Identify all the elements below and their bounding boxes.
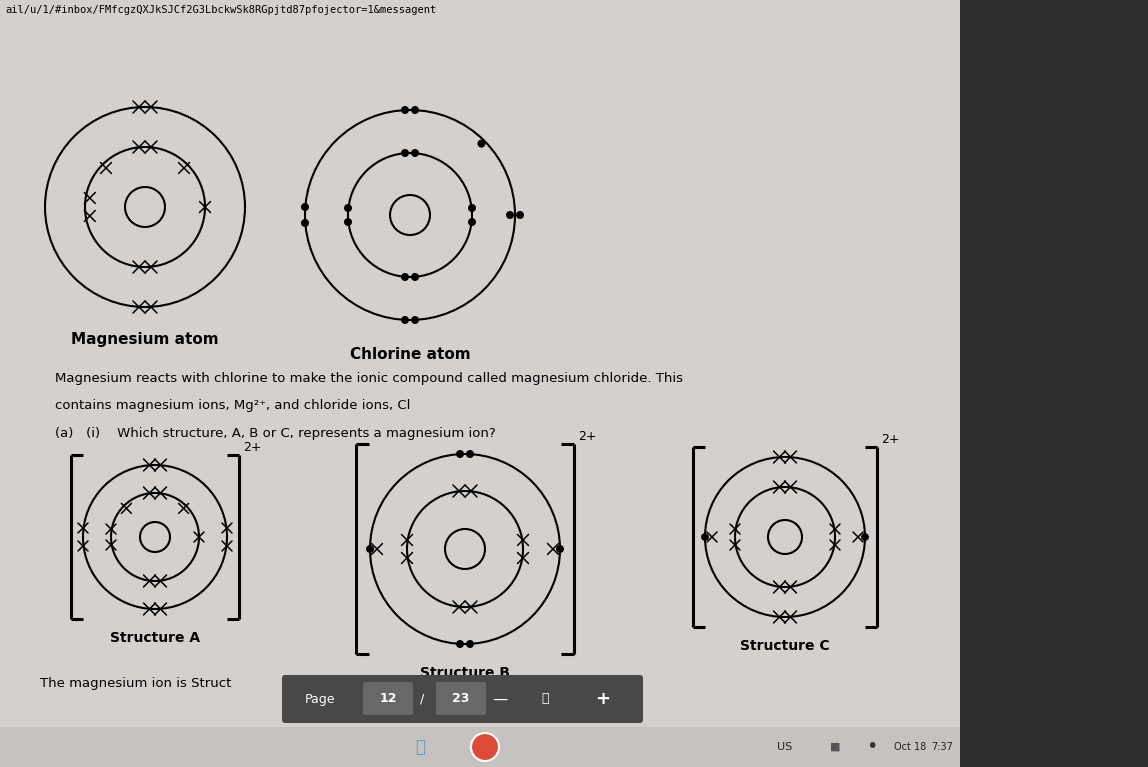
Circle shape <box>302 204 309 210</box>
Text: 7:37: 7:37 <box>931 742 953 752</box>
Circle shape <box>457 451 464 457</box>
Text: Oct 18: Oct 18 <box>894 742 926 752</box>
Circle shape <box>412 274 418 280</box>
Circle shape <box>344 205 351 211</box>
Text: •: • <box>867 738 878 756</box>
Text: 2+: 2+ <box>243 441 262 454</box>
Circle shape <box>457 640 464 647</box>
Bar <box>0 727 960 767</box>
FancyBboxPatch shape <box>282 675 643 723</box>
Text: 23: 23 <box>452 693 470 706</box>
Circle shape <box>467 640 473 647</box>
Text: Page: Page <box>305 693 335 706</box>
Circle shape <box>366 545 373 552</box>
Text: contains magnesium ions, Mg²⁺, and chloride ions, Cl: contains magnesium ions, Mg²⁺, and chlor… <box>55 399 410 412</box>
Text: 2+: 2+ <box>881 433 900 446</box>
Circle shape <box>478 140 484 147</box>
Circle shape <box>402 107 409 114</box>
Text: The magnesium ion is Struct: The magnesium ion is Struct <box>40 677 232 690</box>
Circle shape <box>467 451 473 457</box>
Circle shape <box>412 150 418 156</box>
Text: US: US <box>777 742 792 752</box>
Circle shape <box>344 219 351 225</box>
Circle shape <box>471 733 499 761</box>
Circle shape <box>468 219 475 225</box>
Circle shape <box>701 534 708 540</box>
Text: Structure A: Structure A <box>110 631 200 645</box>
Text: Structure C: Structure C <box>740 639 830 653</box>
Circle shape <box>402 274 409 280</box>
Text: —: — <box>492 692 507 706</box>
Circle shape <box>506 212 513 219</box>
Circle shape <box>557 545 564 552</box>
Text: ail/u/1/#inbox/FMfcgzQXJkSJCf2G3LbckwSk8RGpjtd87pfojector=1&messagent: ail/u/1/#inbox/FMfcgzQXJkSJCf2G3LbckwSk8… <box>5 5 436 15</box>
FancyBboxPatch shape <box>363 682 413 715</box>
Text: Structure B: Structure B <box>420 666 510 680</box>
Text: ■: ■ <box>830 742 840 752</box>
Bar <box>960 0 1148 767</box>
Circle shape <box>412 317 418 324</box>
Text: /: / <box>420 693 424 706</box>
Text: 🔍: 🔍 <box>541 693 549 706</box>
Circle shape <box>412 107 418 114</box>
Text: (a)   (i)    Which structure, A, B or C, represents a magnesium ion?: (a) (i) Which structure, A, B or C, repr… <box>55 427 496 440</box>
Circle shape <box>468 205 475 211</box>
Text: Magnesium reacts with chlorine to make the ionic compound called magnesium chlor: Magnesium reacts with chlorine to make t… <box>55 372 683 385</box>
Text: Chlorine atom: Chlorine atom <box>350 347 471 362</box>
Text: +: + <box>596 690 611 708</box>
Text: 12: 12 <box>379 693 397 706</box>
Circle shape <box>517 212 523 219</box>
Circle shape <box>402 150 409 156</box>
Circle shape <box>302 219 309 226</box>
Text: Magnesium atom: Magnesium atom <box>71 332 219 347</box>
FancyBboxPatch shape <box>436 682 486 715</box>
Circle shape <box>402 317 409 324</box>
Circle shape <box>862 534 868 540</box>
Text: ➕: ➕ <box>414 738 425 756</box>
Text: 2+: 2+ <box>577 430 597 443</box>
